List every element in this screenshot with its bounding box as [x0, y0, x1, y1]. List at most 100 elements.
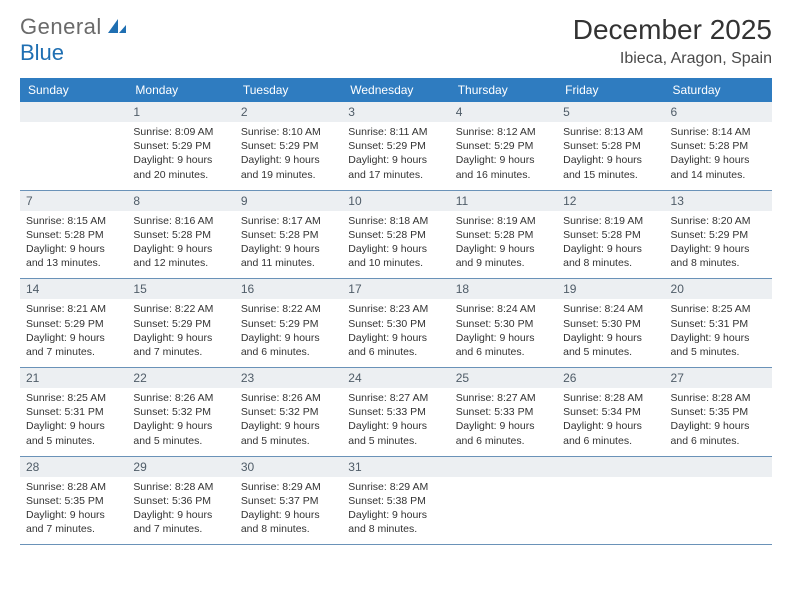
- day-details: Sunrise: 8:16 AMSunset: 5:28 PMDaylight:…: [127, 211, 234, 279]
- calendar-day-cell: 7Sunrise: 8:15 AMSunset: 5:28 PMDaylight…: [20, 190, 127, 279]
- calendar-day-cell: 26Sunrise: 8:28 AMSunset: 5:34 PMDayligh…: [557, 368, 664, 457]
- day-details: Sunrise: 8:25 AMSunset: 5:31 PMDaylight:…: [20, 388, 127, 456]
- calendar-week-row: 21Sunrise: 8:25 AMSunset: 5:31 PMDayligh…: [20, 368, 772, 457]
- daylight-text: Daylight: 9 hours and 8 minutes.: [241, 508, 336, 536]
- weekday-header: Saturday: [665, 78, 772, 102]
- daylight-text: Daylight: 9 hours and 5 minutes.: [26, 419, 121, 447]
- sunrise-text: Sunrise: 8:19 AM: [456, 214, 551, 228]
- calendar-day-cell: 18Sunrise: 8:24 AMSunset: 5:30 PMDayligh…: [450, 279, 557, 368]
- weekday-header: Tuesday: [235, 78, 342, 102]
- calendar-day-cell: 21Sunrise: 8:25 AMSunset: 5:31 PMDayligh…: [20, 368, 127, 457]
- daylight-text: Daylight: 9 hours and 15 minutes.: [563, 153, 658, 181]
- calendar-day-cell: 13Sunrise: 8:20 AMSunset: 5:29 PMDayligh…: [665, 190, 772, 279]
- day-details: Sunrise: 8:18 AMSunset: 5:28 PMDaylight:…: [342, 211, 449, 279]
- daylight-text: Daylight: 9 hours and 6 minutes.: [348, 331, 443, 359]
- calendar-day-cell: 27Sunrise: 8:28 AMSunset: 5:35 PMDayligh…: [665, 368, 772, 457]
- day-number: 15: [127, 279, 234, 299]
- sunset-text: Sunset: 5:38 PM: [348, 494, 443, 508]
- sunrise-text: Sunrise: 8:22 AM: [133, 302, 228, 316]
- daylight-text: Daylight: 9 hours and 19 minutes.: [241, 153, 336, 181]
- day-details: Sunrise: 8:25 AMSunset: 5:31 PMDaylight:…: [665, 299, 772, 367]
- sunset-text: Sunset: 5:29 PM: [133, 317, 228, 331]
- daylight-text: Daylight: 9 hours and 7 minutes.: [133, 508, 228, 536]
- sunrise-text: Sunrise: 8:26 AM: [241, 391, 336, 405]
- sunrise-text: Sunrise: 8:09 AM: [133, 125, 228, 139]
- sail-icon: [106, 17, 128, 35]
- sunset-text: Sunset: 5:28 PM: [563, 228, 658, 242]
- sunrise-text: Sunrise: 8:29 AM: [241, 480, 336, 494]
- day-number: 3: [342, 102, 449, 122]
- sunset-text: Sunset: 5:29 PM: [671, 228, 766, 242]
- calendar-day-cell: 31Sunrise: 8:29 AMSunset: 5:38 PMDayligh…: [342, 456, 449, 545]
- sunset-text: Sunset: 5:30 PM: [563, 317, 658, 331]
- sunrise-text: Sunrise: 8:28 AM: [133, 480, 228, 494]
- sunrise-text: Sunrise: 8:24 AM: [563, 302, 658, 316]
- sunset-text: Sunset: 5:28 PM: [133, 228, 228, 242]
- calendar-day-cell: 9Sunrise: 8:17 AMSunset: 5:28 PMDaylight…: [235, 190, 342, 279]
- calendar-day-cell: 11Sunrise: 8:19 AMSunset: 5:28 PMDayligh…: [450, 190, 557, 279]
- calendar-day-cell: 3Sunrise: 8:11 AMSunset: 5:29 PMDaylight…: [342, 102, 449, 190]
- calendar-day-cell: 16Sunrise: 8:22 AMSunset: 5:29 PMDayligh…: [235, 279, 342, 368]
- calendar-day-cell: [665, 456, 772, 545]
- day-number: 19: [557, 279, 664, 299]
- day-details: Sunrise: 8:21 AMSunset: 5:29 PMDaylight:…: [20, 299, 127, 367]
- sunset-text: Sunset: 5:28 PM: [241, 228, 336, 242]
- sunrise-text: Sunrise: 8:19 AM: [563, 214, 658, 228]
- weekday-header: Friday: [557, 78, 664, 102]
- month-title: December 2025: [573, 14, 772, 46]
- calendar-day-cell: 28Sunrise: 8:28 AMSunset: 5:35 PMDayligh…: [20, 456, 127, 545]
- sunset-text: Sunset: 5:29 PM: [241, 139, 336, 153]
- sunset-text: Sunset: 5:29 PM: [26, 317, 121, 331]
- weekday-header: Thursday: [450, 78, 557, 102]
- day-number: 17: [342, 279, 449, 299]
- day-details: Sunrise: 8:28 AMSunset: 5:35 PMDaylight:…: [665, 388, 772, 456]
- daylight-text: Daylight: 9 hours and 11 minutes.: [241, 242, 336, 270]
- day-details: [665, 477, 772, 542]
- day-number: [665, 457, 772, 477]
- daylight-text: Daylight: 9 hours and 17 minutes.: [348, 153, 443, 181]
- calendar-page: General December 2025 Ibieca, Aragon, Sp…: [0, 0, 792, 612]
- day-details: Sunrise: 8:28 AMSunset: 5:34 PMDaylight:…: [557, 388, 664, 456]
- calendar-day-cell: 25Sunrise: 8:27 AMSunset: 5:33 PMDayligh…: [450, 368, 557, 457]
- daylight-text: Daylight: 9 hours and 6 minutes.: [671, 419, 766, 447]
- sunrise-text: Sunrise: 8:27 AM: [456, 391, 551, 405]
- calendar-day-cell: 2Sunrise: 8:10 AMSunset: 5:29 PMDaylight…: [235, 102, 342, 190]
- calendar-day-cell: 29Sunrise: 8:28 AMSunset: 5:36 PMDayligh…: [127, 456, 234, 545]
- sunrise-text: Sunrise: 8:28 AM: [563, 391, 658, 405]
- daylight-text: Daylight: 9 hours and 13 minutes.: [26, 242, 121, 270]
- brand-part2-wrap: Blue: [20, 40, 64, 66]
- sunset-text: Sunset: 5:28 PM: [671, 139, 766, 153]
- sunset-text: Sunset: 5:36 PM: [133, 494, 228, 508]
- calendar-day-cell: 1Sunrise: 8:09 AMSunset: 5:29 PMDaylight…: [127, 102, 234, 190]
- day-details: Sunrise: 8:24 AMSunset: 5:30 PMDaylight:…: [557, 299, 664, 367]
- sunrise-text: Sunrise: 8:14 AM: [671, 125, 766, 139]
- day-number: [20, 102, 127, 122]
- daylight-text: Daylight: 9 hours and 8 minutes.: [563, 242, 658, 270]
- calendar-day-cell: 15Sunrise: 8:22 AMSunset: 5:29 PMDayligh…: [127, 279, 234, 368]
- day-number: [557, 457, 664, 477]
- calendar-header-row: Sunday Monday Tuesday Wednesday Thursday…: [20, 78, 772, 102]
- day-details: Sunrise: 8:27 AMSunset: 5:33 PMDaylight:…: [450, 388, 557, 456]
- day-number: 4: [450, 102, 557, 122]
- sunset-text: Sunset: 5:33 PM: [348, 405, 443, 419]
- day-details: Sunrise: 8:20 AMSunset: 5:29 PMDaylight:…: [665, 211, 772, 279]
- day-number: 12: [557, 191, 664, 211]
- calendar-day-cell: [557, 456, 664, 545]
- calendar-day-cell: 22Sunrise: 8:26 AMSunset: 5:32 PMDayligh…: [127, 368, 234, 457]
- day-number: 23: [235, 368, 342, 388]
- calendar-day-cell: 24Sunrise: 8:27 AMSunset: 5:33 PMDayligh…: [342, 368, 449, 457]
- title-block: December 2025 Ibieca, Aragon, Spain: [573, 14, 772, 68]
- day-number: 1: [127, 102, 234, 122]
- sunrise-text: Sunrise: 8:24 AM: [456, 302, 551, 316]
- daylight-text: Daylight: 9 hours and 6 minutes.: [563, 419, 658, 447]
- day-details: Sunrise: 8:14 AMSunset: 5:28 PMDaylight:…: [665, 122, 772, 190]
- day-details: Sunrise: 8:13 AMSunset: 5:28 PMDaylight:…: [557, 122, 664, 190]
- daylight-text: Daylight: 9 hours and 6 minutes.: [241, 331, 336, 359]
- calendar-day-cell: 5Sunrise: 8:13 AMSunset: 5:28 PMDaylight…: [557, 102, 664, 190]
- day-number: [450, 457, 557, 477]
- day-number: 11: [450, 191, 557, 211]
- daylight-text: Daylight: 9 hours and 8 minutes.: [671, 242, 766, 270]
- day-number: 20: [665, 279, 772, 299]
- calendar-week-row: 14Sunrise: 8:21 AMSunset: 5:29 PMDayligh…: [20, 279, 772, 368]
- day-details: Sunrise: 8:19 AMSunset: 5:28 PMDaylight:…: [450, 211, 557, 279]
